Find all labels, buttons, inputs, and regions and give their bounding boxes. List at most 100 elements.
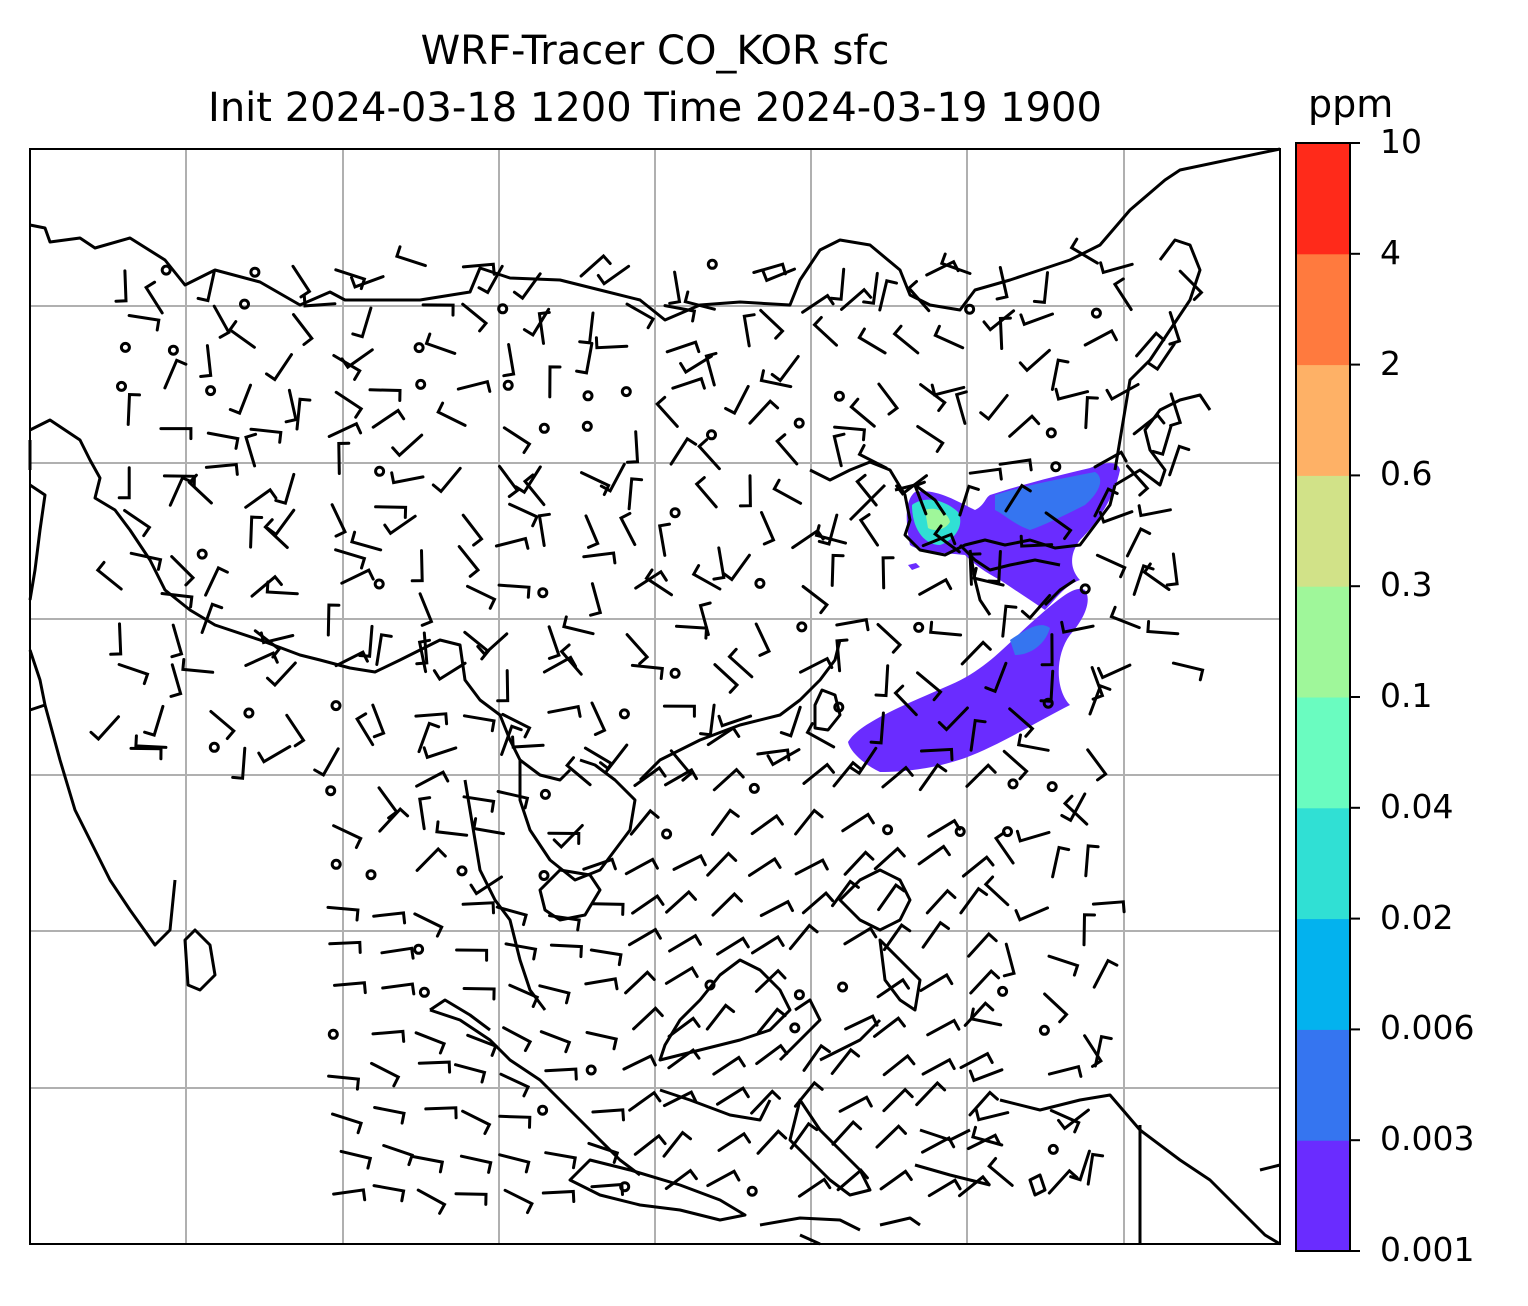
wind-barb (937, 706, 969, 732)
wind-barb (274, 472, 296, 506)
wind-barb (334, 548, 367, 570)
wind-barb (841, 812, 875, 833)
calm-wind-circle (581, 420, 593, 432)
calm-wind-circle (706, 258, 718, 270)
wind-barb (759, 899, 794, 917)
wind-barb (664, 965, 699, 985)
colorbar-tick-label: 0.02 (1380, 897, 1454, 937)
wind-barb (455, 948, 489, 962)
wind-barb (462, 795, 496, 813)
wind-barb (706, 726, 741, 747)
wind-barb (966, 1133, 1002, 1151)
wind-barb (456, 379, 492, 393)
wind-barb (664, 767, 698, 787)
wind-barb (227, 320, 256, 349)
wind-barb (368, 388, 402, 402)
wind-barb (414, 712, 449, 726)
wind-barb (933, 324, 965, 350)
wind-barb (882, 1053, 916, 1077)
calm-wind-circle (1046, 781, 1058, 793)
wind-barbs (89, 237, 1205, 1215)
map-title-line-2: Init 2024-03-18 1200 Time 2024-03-19 190… (208, 85, 1102, 131)
wind-barb (95, 560, 123, 591)
wind-barb (327, 1074, 361, 1091)
wind-barb (857, 443, 888, 470)
wind-barb (969, 968, 1001, 995)
wind-barb (858, 513, 879, 547)
wind-barb (539, 1030, 572, 1054)
wind-barb (414, 1031, 447, 1055)
wind-barb (380, 946, 415, 960)
wind-barb (508, 502, 539, 528)
wind-barb (1125, 526, 1152, 558)
calm-wind-circle (1079, 583, 1091, 595)
wind-barb (750, 813, 784, 836)
colorbar-band (1296, 918, 1350, 1030)
wind-barb (373, 1106, 406, 1125)
wind-barb (662, 1130, 692, 1158)
wind-barb (832, 432, 846, 468)
colorbar-band (1296, 1029, 1350, 1141)
wind-barb (538, 984, 571, 1005)
wind-barb (562, 615, 595, 636)
wind-barb (817, 513, 839, 546)
wind-barb (395, 245, 427, 268)
wind-barb (1060, 620, 1095, 634)
wind-barb (599, 462, 626, 493)
calm-wind-circle (497, 303, 509, 315)
wind-barb (958, 1174, 991, 1198)
wind-barb (761, 267, 796, 283)
wind-barb (1062, 794, 1089, 826)
calm-wind-circle (789, 1022, 801, 1034)
calm-wind-circle (1007, 778, 1019, 790)
wind-barb (624, 970, 656, 995)
colorbar-tick-marks (1350, 142, 1360, 1252)
wind-barb (381, 982, 416, 996)
wind-barb (1047, 954, 1080, 977)
wind-barb (766, 748, 801, 767)
wind-barb (835, 638, 849, 673)
wind-barb (340, 568, 375, 585)
wind-barb (814, 524, 847, 545)
wind-barb (542, 655, 577, 674)
wind-barb (1168, 444, 1191, 477)
wind-barb (494, 536, 530, 550)
wind-barb (284, 388, 298, 424)
wind-barb (1032, 271, 1049, 305)
wind-barb (833, 425, 867, 442)
wind-barb (1016, 733, 1050, 752)
wind-barb (350, 530, 383, 552)
wind-barb (836, 1168, 869, 1192)
wind-barb (759, 308, 785, 340)
calm-wind-circle (1090, 307, 1102, 319)
wind-barb (738, 474, 752, 508)
wind-barb (134, 734, 168, 749)
wind-barb (591, 1108, 625, 1122)
calm-wind-circle (373, 578, 385, 590)
wind-barb (968, 1068, 1004, 1083)
wind-barb (876, 977, 910, 999)
wind-barb (750, 1089, 781, 1115)
wind-barb (411, 1155, 445, 1174)
wind-barb (432, 661, 467, 682)
wind-barb (587, 1141, 620, 1164)
wind-barb (582, 857, 617, 871)
calm-wind-circle (365, 869, 377, 881)
calm-wind-circle (913, 621, 925, 633)
wind-barb (500, 724, 523, 756)
wind-barb (770, 355, 800, 383)
wind-barb (672, 853, 707, 871)
wind-barb (775, 433, 799, 466)
colorbar-tick-label: 0.3 (1380, 565, 1433, 605)
wind-barb (1097, 663, 1132, 680)
wind-barb (326, 603, 341, 637)
wind-barb (772, 478, 803, 505)
calm-wind-circle (325, 785, 337, 797)
calm-wind-circle (239, 298, 250, 310)
wind-barb (972, 566, 1005, 587)
wind-barb (794, 808, 824, 836)
wind-barb (461, 513, 484, 547)
wind-barb (541, 1189, 576, 1203)
wind-barb (250, 574, 283, 598)
wind-barb (969, 1007, 1003, 1027)
